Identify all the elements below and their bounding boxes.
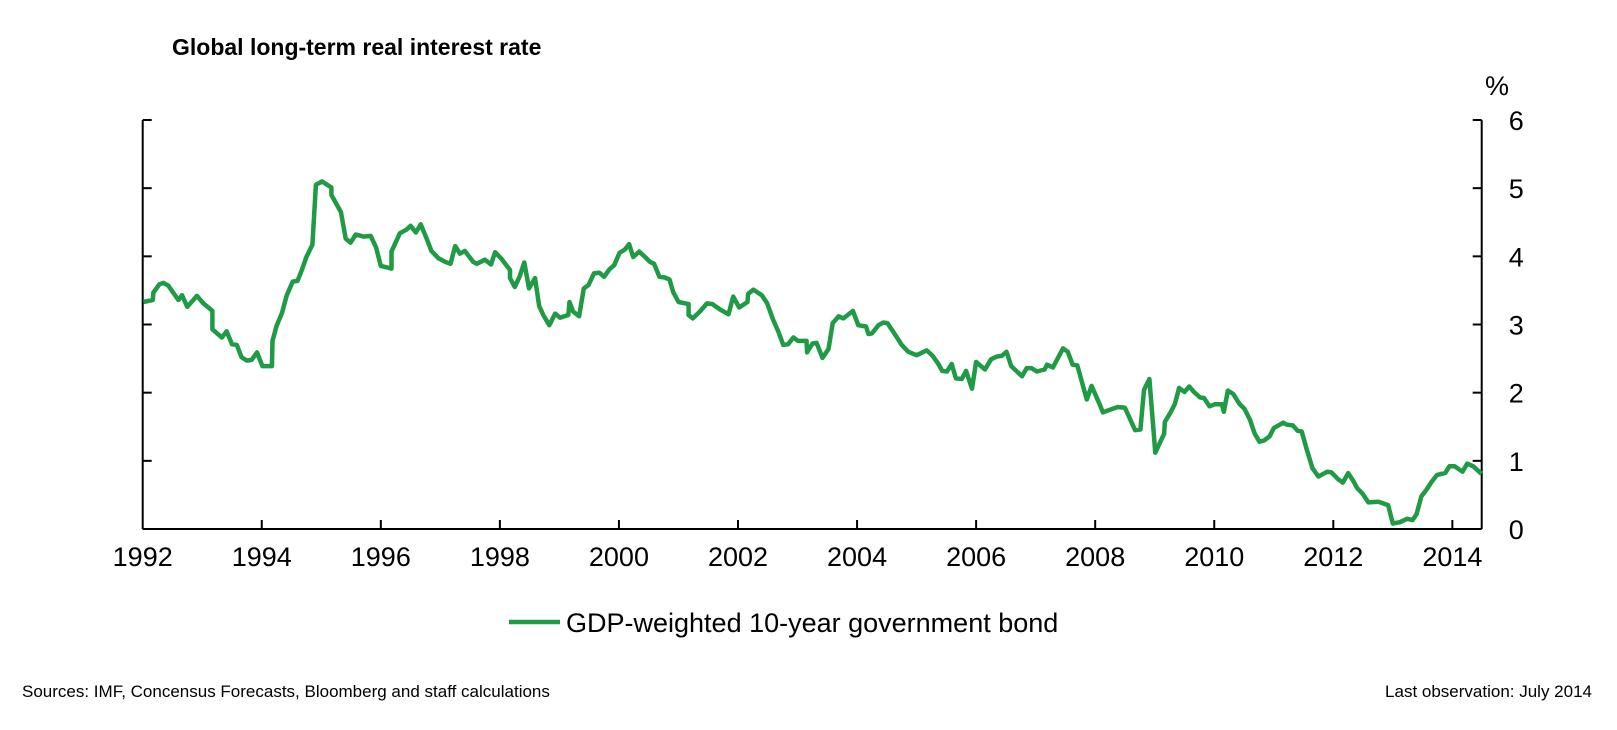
y-tick-label: 3 (1509, 311, 1524, 341)
x-tick-label: 2006 (946, 542, 1006, 572)
x-tick-label: 2004 (827, 542, 887, 572)
series-line (142, 179, 1484, 526)
series-layer (142, 179, 1484, 526)
chart-title: Global long-term real interest rate (172, 34, 541, 60)
y-tick-label: 0 (1509, 515, 1524, 545)
last-observation-note: Last observation: July 2014 (1385, 682, 1592, 701)
y-tick-label: 2 (1509, 379, 1524, 409)
y-tick-label: 1 (1509, 447, 1524, 477)
x-tick-label: 1996 (351, 542, 411, 572)
x-tick-label: 2010 (1184, 542, 1244, 572)
x-tick-label: 2014 (1422, 542, 1482, 572)
x-tick-label: 1994 (232, 542, 292, 572)
x-tick-label: 2002 (708, 542, 768, 572)
y-tick-label: 5 (1509, 174, 1524, 204)
y-tick-label: 6 (1509, 106, 1524, 136)
legend: GDP-weighted 10-year government bond (509, 608, 1058, 638)
y-tick-label: 4 (1509, 242, 1524, 272)
axes: 0 1 2 3 4 5 6 1992 1994 1996 1998 2000 2002 2004 2006 2… (113, 106, 1524, 572)
sources-note: Sources: IMF, Concensus Forecasts, Bloom… (22, 682, 550, 701)
y-axis-unit-label: % (1485, 71, 1509, 101)
x-tick-label: 2008 (1065, 542, 1125, 572)
x-tick-label: 2000 (589, 542, 649, 572)
x-tick-label: 1992 (113, 542, 173, 572)
x-tick-label: 2012 (1303, 542, 1363, 572)
legend-label: GDP-weighted 10-year government bond (566, 608, 1058, 638)
x-tick-label: 1998 (470, 542, 530, 572)
